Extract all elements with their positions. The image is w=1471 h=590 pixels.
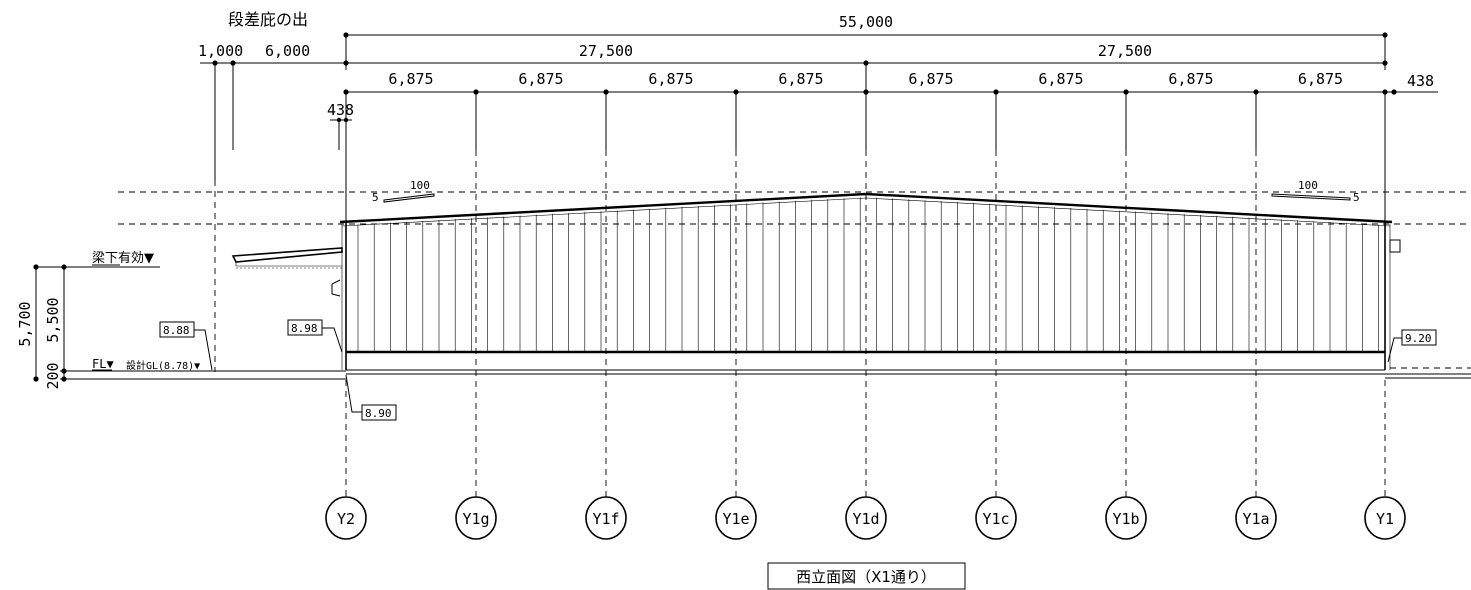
grid-label: Y1f	[592, 510, 619, 528]
building-elevation	[331, 192, 1401, 371]
grid-label: Y1e	[722, 510, 749, 528]
grid-label: Y1a	[1242, 510, 1269, 528]
grid-bubble	[1364, 496, 1406, 540]
slope-indicator-left	[383, 193, 435, 203]
bay-dimension-text: 6,875	[1038, 70, 1083, 88]
bay-dimension-text: 6,875	[648, 70, 693, 88]
grid-label: Y2	[337, 510, 355, 528]
drawing-title: 西立面図（X1通り）	[796, 568, 936, 586]
slope-right-rise: 5	[1353, 191, 1360, 204]
left-fixture	[331, 279, 341, 297]
header-label: 段差庇の出	[228, 10, 308, 29]
grid-label: Y1g	[462, 510, 489, 528]
grid-bubble	[845, 496, 887, 540]
bay-dimension-text: 6,875	[518, 70, 563, 88]
grid-bubble	[1235, 496, 1277, 540]
vertical-total-text: 5,700	[16, 301, 34, 346]
half-left-dimension-text: 27,500	[579, 42, 633, 60]
grid-bubble	[1105, 496, 1147, 540]
slope-indicator-right	[1271, 193, 1351, 201]
half-right-dimension-text: 27,500	[1098, 42, 1152, 60]
design-gl-level-label: 設計GL(8.78)▼	[126, 359, 200, 372]
bay-dimension-line	[343, 89, 1438, 95]
elevation-tag-y2-top	[287, 319, 343, 353]
bay-dimension-text: 6,875	[388, 70, 433, 88]
right-vent	[1389, 239, 1401, 253]
grid-bubble	[585, 496, 627, 540]
grid-label: Y1d	[852, 510, 879, 528]
grid-bubble	[975, 496, 1017, 540]
offset-right-438-text: 438	[1407, 72, 1434, 90]
wall-panel-lines	[357, 197, 1379, 352]
bay-dimension-text: 6,875	[908, 70, 953, 88]
offset-left-438-mark	[330, 117, 352, 150]
ground-lines	[60, 367, 1471, 380]
grid-label: Y1b	[1112, 510, 1139, 528]
drawing-title-box	[767, 562, 966, 590]
elevation-tag-y1-right	[1387, 329, 1437, 363]
elevation-y2-bottom-text: 8.90	[365, 407, 392, 420]
elevation-y1-right-text: 9.20	[1405, 332, 1432, 345]
stepped-canopy	[231, 247, 343, 269]
slope-right-run: 100	[1298, 179, 1318, 192]
elevation-y2-top-text: 8.98	[291, 322, 318, 335]
grid-bubble	[325, 496, 367, 540]
fl-level-label: FL▼	[92, 357, 114, 371]
vertical-base-text: 200	[44, 362, 62, 389]
overall-dimension-text: 55,000	[839, 13, 893, 31]
grid-bubble	[715, 496, 757, 540]
offset-left-438-text: 438	[327, 101, 354, 119]
half-dimension-line	[200, 60, 1388, 92]
grid-label: Y1	[1376, 510, 1394, 528]
bay-dimension-text: 6,875	[778, 70, 823, 88]
slope-left-rise: 5	[372, 191, 379, 204]
bay-dimension-text: 6,875	[1168, 70, 1213, 88]
bay-dimension-text: 6,875	[1298, 70, 1343, 88]
elevation-tag-y2-bottom	[345, 374, 397, 421]
grid-bubble	[455, 496, 497, 540]
grid-label: Y1c	[982, 510, 1009, 528]
beam-under-level-label: 梁下有効▼	[92, 251, 154, 266]
canopy-6000-text: 6,000	[265, 42, 310, 60]
elevation-left-ground-text: 8.88	[163, 324, 190, 337]
canopy-1000-text: 1,000	[198, 42, 243, 60]
elevation-tag-left-ground	[159, 321, 213, 371]
slope-left-run: 100	[410, 179, 430, 192]
vertical-upper-text: 5,500	[44, 297, 62, 342]
vertical-dimension-lines	[33, 264, 160, 382]
